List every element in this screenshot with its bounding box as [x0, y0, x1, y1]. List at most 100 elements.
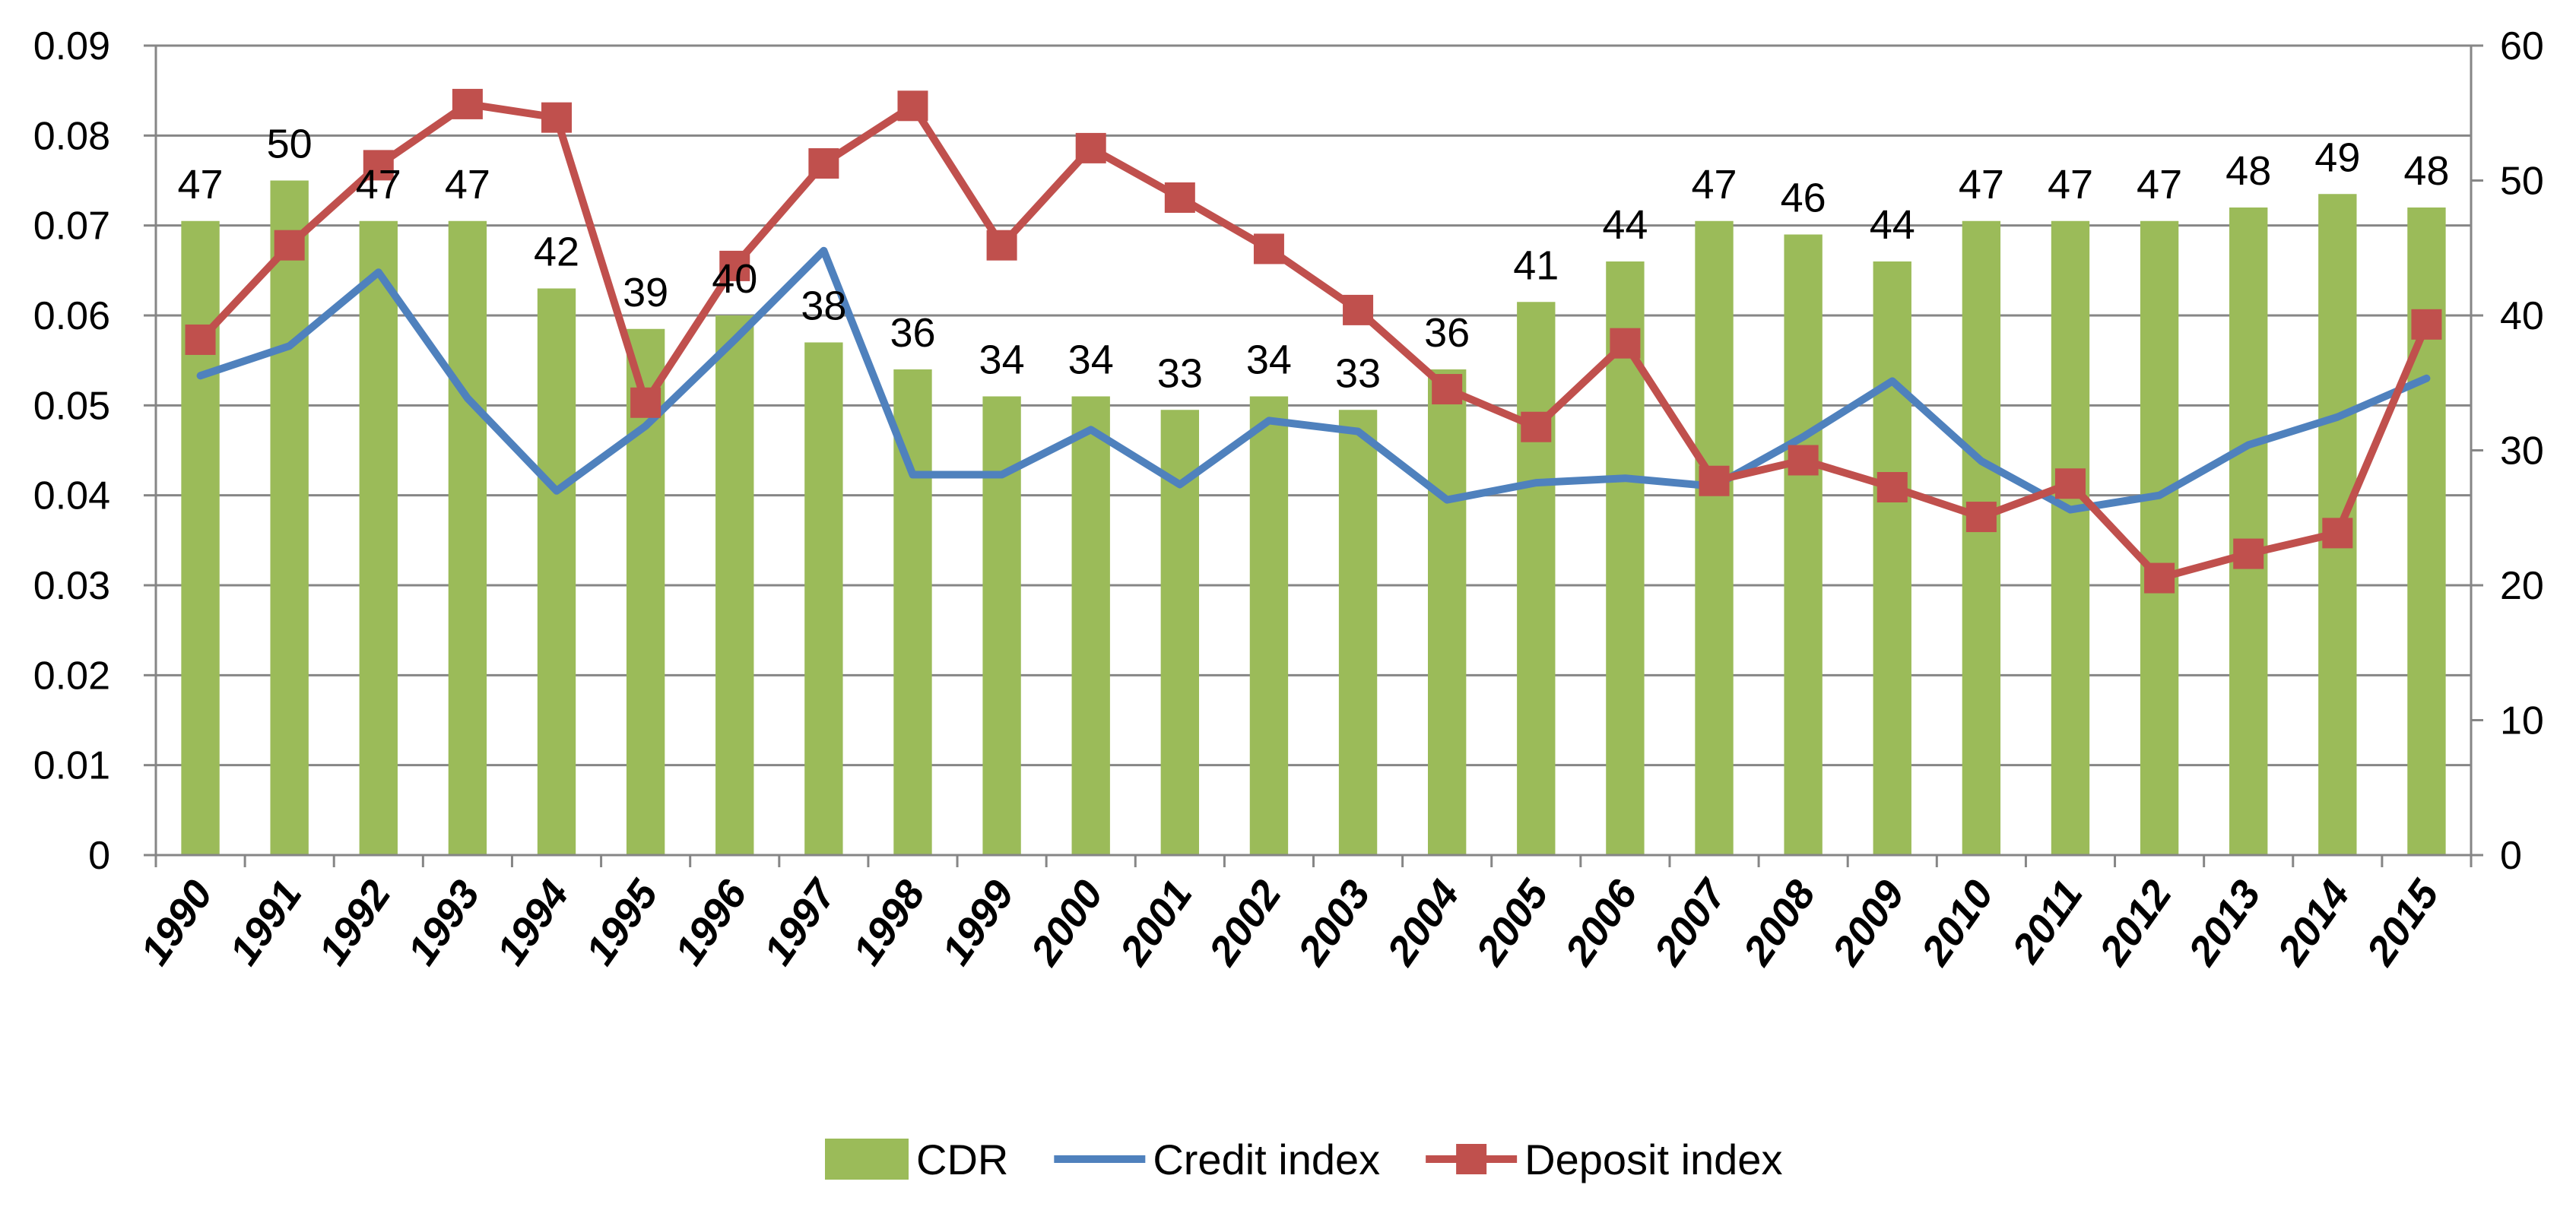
cdr-bar	[2140, 220, 2179, 855]
legend-key-cdr	[825, 1139, 909, 1180]
cdr-bar	[1071, 396, 1110, 855]
left-axis-tick-labels: 0 0.01 0.02 0.03 0.04 0.05 0.06 0.07 0.08 0.09	[33, 24, 110, 878]
cdr-data-label: 33	[1157, 350, 1203, 396]
cdr-bar	[1517, 302, 1556, 855]
deposit-index-marker	[1965, 502, 1997, 533]
cdr-data-label: 47	[445, 162, 490, 208]
left-tick-label: 0.06	[33, 294, 110, 338]
cdr-data-label: 33	[1335, 350, 1381, 396]
right-tick-label: 10	[2500, 699, 2544, 743]
cdr-data-label: 48	[2403, 148, 2449, 194]
cdr-data-label: 40	[712, 256, 757, 302]
deposit-index-marker	[1432, 374, 1463, 405]
cdr-bar	[2229, 208, 2268, 855]
cdr-data-label: 47	[2137, 162, 2182, 208]
legend: CDR Credit index Deposit index	[825, 1136, 1782, 1183]
deposit-index-marker	[363, 150, 394, 181]
cdr-data-label: 42	[534, 230, 579, 275]
left-tick-label: 0.02	[33, 654, 110, 698]
cdr-data-label: 38	[801, 284, 846, 329]
cdr-data-label: 47	[1691, 162, 1737, 208]
deposit-index-marker	[185, 324, 216, 355]
left-tick-label: 0.04	[33, 474, 110, 518]
left-tick-label: 0.01	[33, 744, 110, 788]
deposit-index-marker	[2411, 309, 2442, 340]
deposit-index-marker	[1788, 445, 1819, 476]
cdr-bar	[2051, 220, 2090, 855]
cdr-bar	[2407, 208, 2446, 855]
cdr-data-label: 36	[890, 310, 935, 356]
credit-index-line	[196, 246, 2431, 514]
deposit-index-marker	[986, 230, 1017, 261]
right-tick-label: 20	[2500, 564, 2544, 608]
deposit-index-marker	[1610, 328, 1641, 359]
cdr-bar	[270, 180, 309, 855]
cdr-data-label: 49	[2314, 135, 2360, 180]
cdr-bar	[804, 342, 843, 855]
cdr-data-label: 36	[1424, 310, 1470, 356]
cdr-bar	[1784, 234, 1823, 855]
cdr-bar	[1873, 261, 1911, 855]
right-tick-label: 0	[2500, 834, 2522, 878]
deposit-index-marker	[1164, 182, 1195, 213]
cdr-data-label: 44	[1602, 202, 1648, 248]
legend-label-credit-index: Credit index	[1153, 1136, 1380, 1183]
left-tick-label: 0.08	[33, 114, 110, 158]
deposit-index-marker	[808, 148, 839, 179]
legend-label-cdr: CDR	[916, 1136, 1008, 1183]
deposit-index-marker	[1521, 411, 1552, 442]
deposit-index-marker	[274, 230, 305, 261]
deposit-index-marker	[541, 102, 573, 133]
deposit-index-marker	[452, 88, 483, 119]
deposit-index-marker	[1343, 294, 1374, 325]
cdr-data-label: 48	[2225, 148, 2271, 194]
deposit-index-marker	[2054, 468, 2086, 499]
cdr-bar	[1338, 410, 1378, 855]
cdr-bar	[715, 315, 754, 855]
cdr-data-label: 50	[267, 122, 312, 167]
left-tick-label: 0	[88, 834, 110, 878]
cdr-data-label: 34	[1068, 337, 1114, 383]
deposit-index-marker	[2233, 538, 2264, 569]
deposit-index-marker	[1075, 132, 1106, 163]
right-tick-label: 50	[2500, 160, 2544, 204]
cdr-data-label: 46	[1781, 176, 1826, 221]
left-tick-label: 0.07	[33, 204, 110, 249]
deposit-index-marker	[1699, 465, 1730, 496]
legend-marker-deposit-index	[1456, 1144, 1487, 1174]
left-tick-label: 0.05	[33, 384, 110, 428]
deposit-index-marker	[630, 387, 661, 418]
cdr-data-label: 34	[979, 337, 1025, 383]
cdr-bar	[448, 220, 487, 855]
cdr-data-label: 39	[623, 270, 668, 315]
deposit-index-marker	[2144, 562, 2175, 594]
deposit-index-marker	[719, 250, 750, 281]
cdr-bar	[359, 220, 398, 855]
cdr-data-label: 47	[2048, 162, 2093, 208]
deposit-index-marker	[897, 90, 928, 122]
cdr-data-labels: 47 50 47 47 42 39 40 38 36 34 34 33 34 33 36 41 44 47 46 44…	[178, 122, 2450, 397]
deposit-index-marker	[2322, 518, 2353, 549]
cdr-data-label: 44	[1870, 202, 1915, 248]
deposit-index-marker	[1253, 233, 1284, 265]
cdr-bar	[181, 220, 220, 855]
cdr-bar	[1962, 220, 2001, 855]
right-tick-label: 40	[2500, 294, 2544, 338]
cdr-data-label: 47	[356, 162, 401, 208]
cdr-data-label: 47	[178, 162, 224, 208]
cdr-bar	[1249, 396, 1289, 855]
line-series	[185, 88, 2442, 594]
deposit-index-marker	[1876, 472, 1908, 503]
right-tick-label: 30	[2500, 429, 2544, 474]
axes	[144, 44, 2483, 867]
right-tick-label: 60	[2500, 24, 2544, 68]
cdr-bar	[1695, 220, 1734, 855]
right-axis-tick-labels: 0 10 20 30 40 50 60	[2500, 24, 2544, 878]
legend-label-deposit-index: Deposit index	[1524, 1136, 1782, 1183]
cdr-bar	[537, 288, 576, 855]
cdr-bar	[1427, 369, 1467, 855]
left-tick-label: 0.09	[33, 24, 110, 68]
cdr-data-label: 34	[1246, 337, 1292, 383]
cdr-data-label: 47	[1959, 162, 2004, 208]
